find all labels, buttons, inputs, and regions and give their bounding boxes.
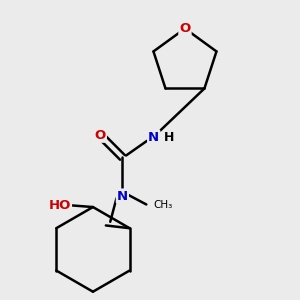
Text: N: N [117,190,128,202]
Text: O: O [179,22,191,35]
Text: N: N [148,130,159,144]
Text: O: O [95,129,106,142]
Text: HO: HO [49,199,71,212]
Text: CH₃: CH₃ [154,200,173,210]
Text: H: H [164,130,174,144]
